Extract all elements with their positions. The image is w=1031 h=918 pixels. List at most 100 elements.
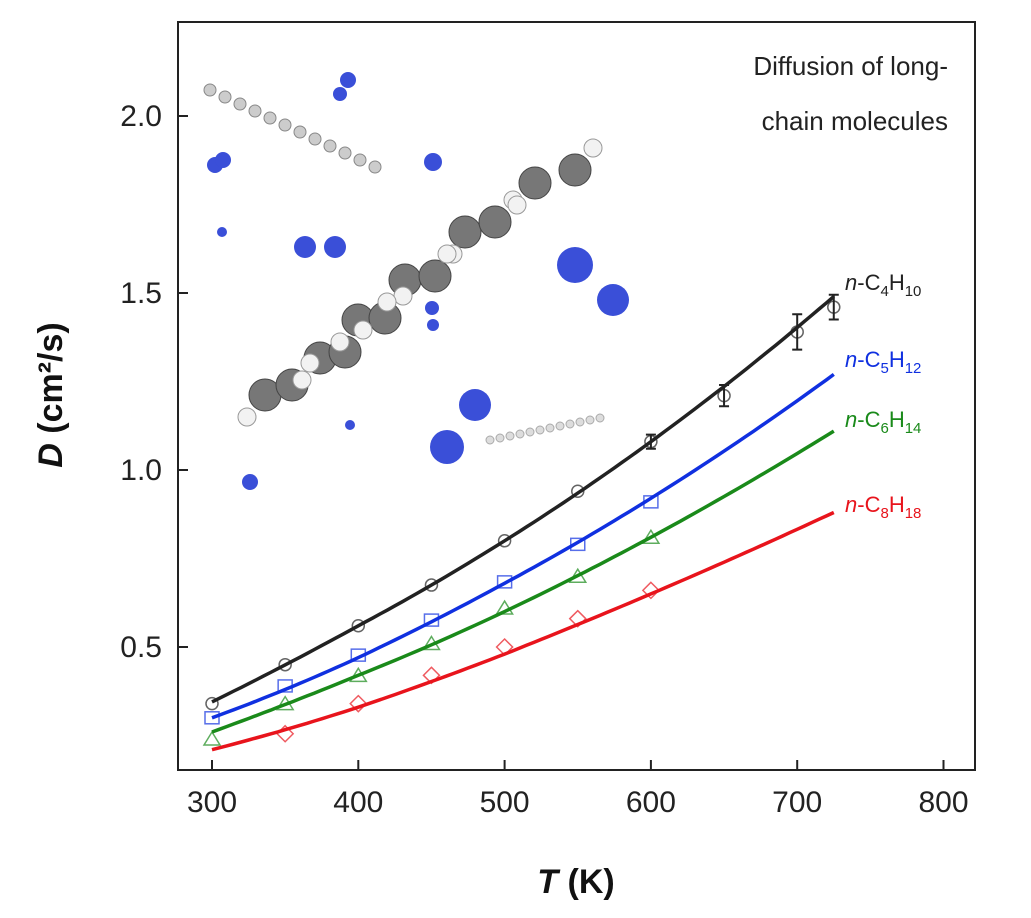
data-point [276, 724, 295, 743]
background-molecule-atom [338, 146, 352, 160]
data-point [275, 695, 295, 711]
hydrogen-atom [583, 138, 603, 158]
data-point [568, 567, 588, 583]
error-bar [792, 313, 803, 351]
hydrogen-atom [330, 332, 350, 352]
background-molecule-atom [515, 429, 525, 439]
y-tick-label: 1.0 [120, 454, 162, 487]
data-point [497, 534, 512, 548]
x-tick-label: 500 [480, 786, 530, 819]
data-point [278, 657, 292, 672]
background-molecule-atom [485, 435, 495, 445]
fit-line-n-C8H18 [211, 510, 835, 752]
x-tick-label: 600 [626, 786, 676, 819]
carbon-atom [478, 205, 512, 239]
n2-molecule-atom [424, 153, 442, 171]
data-point [571, 484, 585, 498]
n2-molecule-atom [333, 87, 347, 101]
data-point [351, 619, 366, 633]
data-point [205, 696, 219, 711]
n2-molecule-atom [242, 474, 258, 490]
n2-molecule-atom [597, 284, 629, 316]
x-tick-label: 400 [333, 786, 383, 819]
n2-molecule-atom [215, 152, 231, 168]
hydrogen-atom [393, 286, 413, 306]
data-point [827, 300, 841, 314]
x-tick-label: 300 [187, 786, 237, 819]
fit-line-n-C6H14 [211, 429, 835, 734]
series-label-n-C6H14: n-C6H14 [845, 407, 921, 437]
carbon-atom [518, 166, 552, 200]
n2-molecule-atom [459, 389, 491, 421]
series-label-n-C4H10: n-C4H10 [845, 270, 921, 300]
background-molecule-atom [248, 104, 262, 118]
background-molecule-atom [535, 425, 545, 435]
background-molecule-atom [545, 423, 555, 433]
n2-molecule-atom [425, 301, 439, 315]
background-molecule-atom [595, 413, 605, 423]
y-tick-label: 1.5 [120, 277, 162, 310]
background-molecule-atom [233, 97, 247, 111]
fit-line-n-C5H12 [211, 372, 835, 720]
data-point [641, 528, 661, 545]
error-bar [645, 433, 656, 450]
y-tick-label: 0.5 [120, 631, 162, 664]
data-point [570, 537, 586, 552]
series-label-n-C8H18: n-C8H18 [845, 492, 921, 522]
series-label-n-C5H12: n-C5H12 [845, 347, 921, 377]
error-bar [719, 384, 730, 408]
background-molecule-atom [575, 417, 585, 427]
background-molecule-atom [293, 125, 307, 139]
x-axis-label: T (K) [537, 863, 614, 901]
carbon-atom [448, 215, 482, 249]
data-point [424, 578, 439, 592]
background-molecule-atom [353, 153, 367, 167]
n2-molecule-atom [430, 430, 464, 464]
hydrogen-atom [437, 244, 457, 264]
data-point [204, 711, 220, 725]
data-point [423, 613, 440, 627]
data-point [641, 581, 660, 600]
y-axis-label: D (cm²/s) [32, 322, 70, 467]
data-point [422, 635, 441, 651]
data-point [644, 434, 658, 449]
background-molecule-atom [368, 160, 382, 174]
data-point [568, 609, 587, 628]
n2-molecule-atom [294, 236, 316, 258]
background-molecule-atom [555, 421, 565, 431]
hydrogen-atom [292, 370, 312, 390]
background-molecule-atom [323, 139, 337, 153]
background-molecule-atom [263, 111, 277, 125]
data-point [349, 694, 368, 713]
plot-frame [177, 21, 976, 771]
background-molecule-atom [505, 431, 515, 441]
n2-molecule-atom [217, 227, 227, 237]
x-tick-label: 700 [772, 786, 822, 819]
data-point [202, 730, 222, 746]
background-molecule-atom [495, 433, 505, 443]
n2-molecule-atom [324, 236, 346, 258]
hydrogen-atom [353, 320, 373, 340]
fit-line-n-C4H10 [211, 295, 835, 704]
background-molecule-atom [565, 419, 575, 429]
data-point [643, 495, 659, 509]
data-point [277, 679, 293, 693]
hydrogen-atom [237, 407, 257, 427]
data-point [496, 575, 513, 589]
x-tick-label: 800 [918, 786, 968, 819]
hydrogen-atom [300, 353, 320, 373]
background-molecule-atom [308, 132, 322, 146]
y-tick-label: 2.0 [120, 100, 162, 133]
n2-molecule-atom [557, 247, 593, 283]
background-molecule-atom [278, 118, 292, 132]
background-molecule-atom [585, 415, 595, 425]
n2-molecule-atom [345, 420, 355, 430]
data-point [350, 648, 367, 662]
error-bar [828, 293, 839, 321]
data-point [717, 388, 731, 403]
n2-molecule-atom [427, 319, 439, 331]
n2-molecule-atom [340, 72, 356, 88]
molecule-illustration [203, 72, 629, 490]
background-molecule-atom [203, 83, 217, 97]
